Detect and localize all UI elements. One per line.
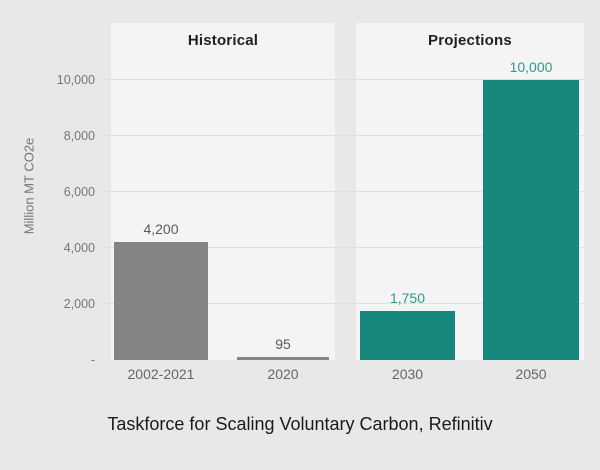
y-tick-label: 2,000: [63, 297, 95, 311]
bar-2030: [360, 311, 455, 360]
y-tick-label: 10,000: [56, 73, 95, 87]
bar-value-label-2002-2021: 4,200: [143, 221, 179, 237]
bar-group-2002-2021: 4,200: [114, 221, 208, 360]
panel-historical-header: Historical: [187, 32, 259, 49]
bar-value-label-2050: 10,000: [509, 59, 553, 75]
gridline: [100, 303, 584, 304]
gridline: [100, 247, 584, 248]
bar-2002-2021: [114, 242, 208, 360]
x-label-2020: 2020: [267, 366, 299, 382]
gridline: [100, 191, 584, 192]
bar-2020: [237, 357, 329, 360]
y-axis-title: Million MT CO2e: [21, 137, 37, 235]
bar-2050: [483, 80, 579, 360]
bar-value-label-2030: 1,750: [389, 290, 426, 306]
x-label-2030: 2030: [391, 366, 424, 382]
gridline: [100, 135, 584, 136]
bar-group-2020: 95: [237, 336, 329, 360]
bar-group-2050: 10,000: [483, 59, 579, 360]
x-label-2002-2021: 2002-2021: [127, 366, 195, 382]
panel-projections-header: Projections: [428, 32, 512, 49]
y-tick-label: 6,000: [63, 185, 95, 199]
gridline: [100, 79, 584, 80]
bar-value-label-2020: 95: [275, 336, 291, 352]
source-caption: Taskforce for Scaling Voluntary Carbon, …: [107, 414, 493, 434]
y-tick-label: 4,000: [63, 241, 95, 255]
y-tick-label: -: [90, 353, 95, 367]
y-tick-label: 8,000: [63, 129, 95, 143]
bar-group-2030: 1,750: [360, 290, 455, 360]
x-label-2050: 2050: [515, 366, 547, 382]
